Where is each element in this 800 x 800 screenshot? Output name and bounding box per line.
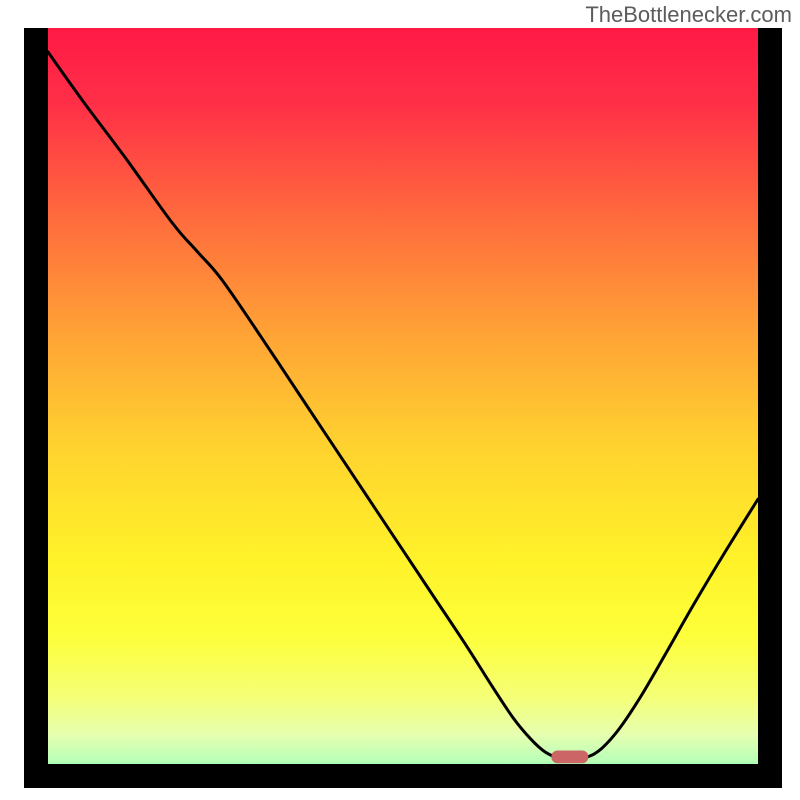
plot-area	[24, 28, 782, 788]
gradient-background	[24, 28, 782, 788]
watermark-text: TheBottlenecker.com	[585, 2, 792, 28]
chart-container: TheBottlenecker.com	[0, 0, 800, 800]
